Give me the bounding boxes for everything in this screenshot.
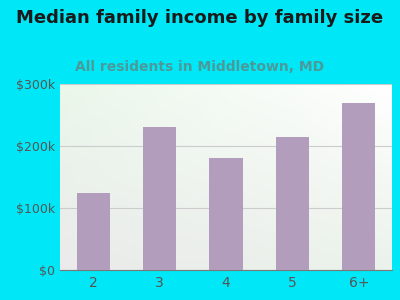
Bar xyxy=(77,193,110,270)
Bar xyxy=(342,103,376,270)
Bar xyxy=(276,137,309,270)
Text: Median family income by family size: Median family income by family size xyxy=(16,9,384,27)
Bar xyxy=(143,128,176,270)
Bar xyxy=(210,158,242,270)
Text: All residents in Middletown, MD: All residents in Middletown, MD xyxy=(76,60,324,74)
